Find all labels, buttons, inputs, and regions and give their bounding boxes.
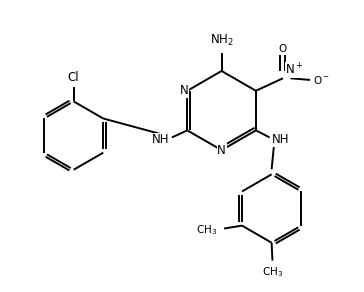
Text: N: N [179,84,188,97]
Text: CH$_3$: CH$_3$ [262,266,283,279]
Text: CH$_3$: CH$_3$ [196,223,217,237]
Text: O: O [279,44,287,54]
Text: O$^-$: O$^-$ [313,74,329,86]
Text: Cl: Cl [68,71,79,84]
Text: NH: NH [151,133,169,146]
Text: N$^+$: N$^+$ [285,62,304,77]
Text: N: N [217,144,226,157]
Text: NH: NH [272,133,289,146]
Text: NH$_2$: NH$_2$ [210,33,233,48]
